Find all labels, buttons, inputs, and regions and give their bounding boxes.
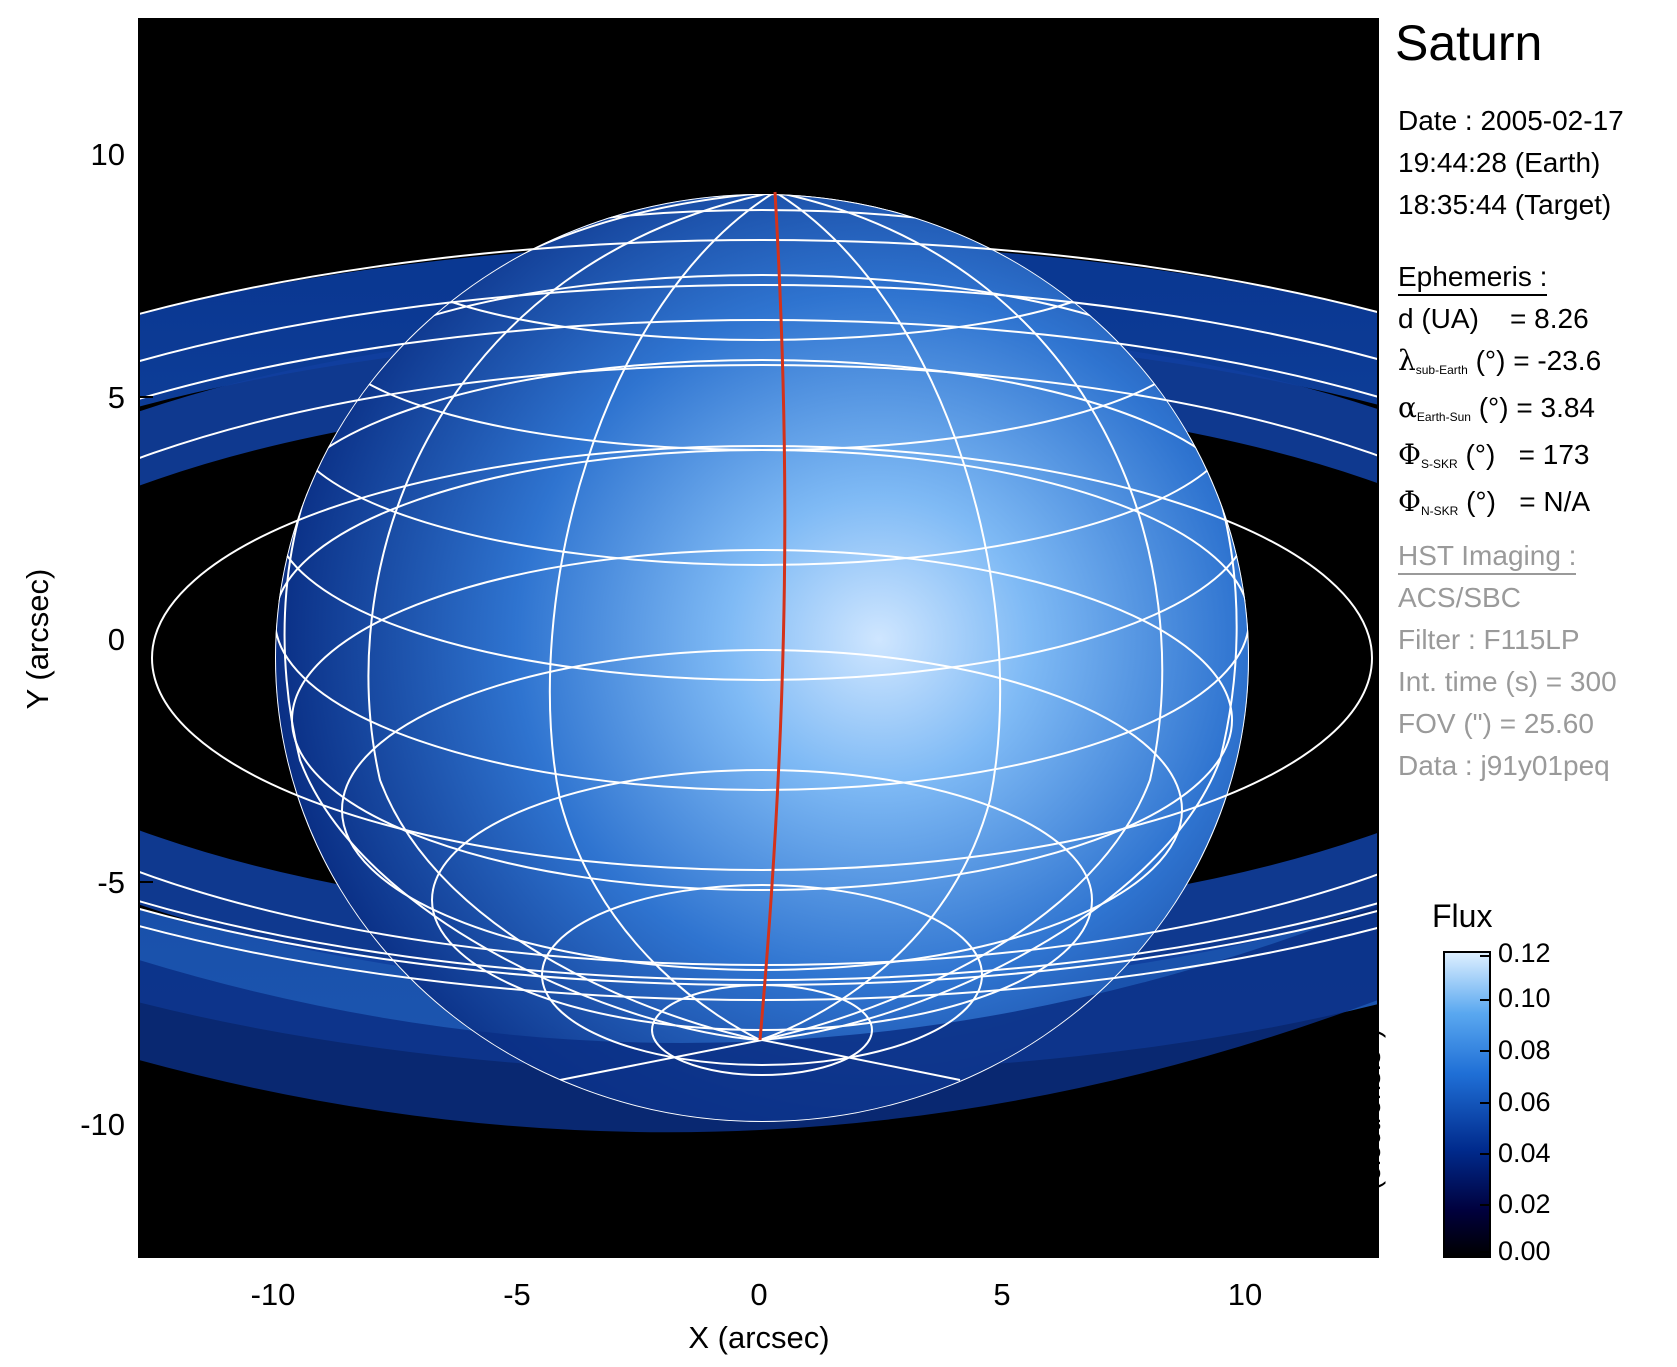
colorbar-tick-label: 0.06 [1498,1087,1551,1117]
y-tick-label: 0 [108,622,125,657]
colorbar-tick-label: 0.00 [1498,1236,1551,1266]
earth-time-line: 19:44:28 (Earth) [1398,147,1601,178]
alpha-row: αEarth-Sun (°) = 3.84 [1398,391,1596,424]
planet-disk [275,194,1249,1122]
colorbar-tick-label: 0.12 [1498,938,1551,968]
colorbar-ticks [1480,955,1490,1253]
y-tick-label: -5 [97,865,125,900]
hst-block: HST Imaging : ACS/SBC Filter : F115LP In… [1398,535,1617,787]
ephemeris-header: Ephemeris : [1398,260,1548,296]
filter-line: Filter : F115LP [1398,624,1580,655]
x-tick-label: -5 [503,1277,531,1312]
ring-front [139,905,1378,1133]
date-line: Date : 2005-02-17 [1398,105,1624,136]
saturn-image [139,191,1378,1133]
target-title: Saturn [1395,15,1543,71]
hst-header: HST Imaging : [1398,539,1577,575]
ephemeris-block: Ephemeris : d (UA) = 8.26 λsub-Earth (°)… [1398,256,1601,528]
y-axis-label: Y (arcsec) [20,569,55,710]
x-tick-label: 0 [750,1277,767,1312]
int-time-line: Int. time (s) = 300 [1398,666,1617,697]
date-block: Date : 2005-02-17 19:44:28 (Earth) 18:35… [1398,100,1624,226]
target-time-line: 18:35:44 (Target) [1398,189,1612,220]
colorbar-tick-label: 0.02 [1498,1189,1551,1219]
colorbar-tick-label: 0.04 [1498,1138,1551,1168]
central-meridian [758,191,787,1041]
axis-ticks [139,153,1246,1257]
y-tick-label: 10 [91,137,125,172]
colorbar-title: Flux [1432,898,1493,934]
instrument-line: ACS/SBC [1398,582,1521,613]
y-tick-label: -10 [80,1107,125,1142]
x-tick-label: 10 [1228,1277,1262,1312]
phi-s-row: ΦS-SKR (°) = 173 [1398,438,1590,471]
fov-line: FOV (") = 25.60 [1398,708,1594,739]
distance-row: d (UA) = 8.26 [1398,303,1589,334]
colorbar-unit-label: (electrons.s-1) [1356,1028,1386,1190]
phi-n-row: ΦN-SKR (°) = N/A [1398,485,1591,518]
y-tick-label: 5 [108,380,125,415]
data-line: Data : j91y01peq [1398,750,1610,781]
x-axis-label: X (arcsec) [688,1320,829,1355]
colorbar-tick-label: 0.10 [1498,983,1551,1013]
colorbar-tick-label: 0.08 [1498,1035,1551,1065]
colorbar [1443,951,1491,1258]
lambda-row: λsub-Earth (°) = -23.6 [1398,344,1602,377]
x-tick-label: -10 [251,1277,296,1312]
x-tick-label: 5 [993,1277,1010,1312]
